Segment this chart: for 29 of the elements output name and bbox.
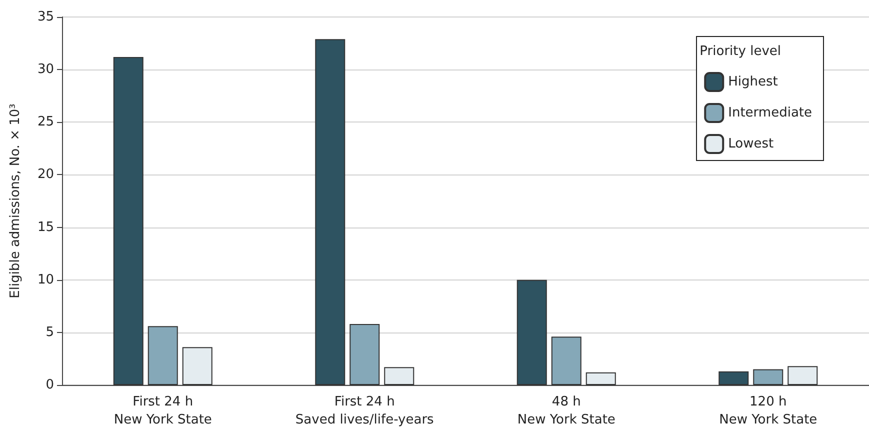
legend-title: Priority level <box>700 44 782 59</box>
y-tick-label: 30 <box>37 62 54 78</box>
bar <box>384 367 414 385</box>
y-axis-title: Eligible admissions, No. × 10³ <box>8 104 23 298</box>
legend-label: Highest <box>728 74 778 90</box>
y-tick-label: 5 <box>46 324 54 340</box>
bar <box>788 366 818 385</box>
bar <box>718 371 749 385</box>
bar <box>315 39 346 385</box>
y-tick-label: 25 <box>37 114 54 130</box>
bar <box>516 280 547 385</box>
bar <box>148 326 178 385</box>
bar <box>753 369 784 385</box>
x-tick-label: 120 h New York State <box>719 394 818 428</box>
bar <box>182 347 212 385</box>
y-tick-label: 15 <box>37 220 54 235</box>
y-tick-label: 0 <box>46 378 54 392</box>
bar <box>586 372 616 385</box>
x-tick-label: 48 h New York State <box>517 394 616 428</box>
legend-label: Lowest <box>728 136 774 152</box>
y-tick-label: 20 <box>37 167 54 182</box>
bar <box>551 336 582 385</box>
bar <box>350 324 380 385</box>
x-tick-label: First 24 h Saved lives/life-years <box>295 394 434 428</box>
legend-label: Intermediate <box>728 106 812 120</box>
x-tick-label: First 24 h New York State <box>114 394 212 428</box>
y-tick-label: 10 <box>37 272 54 288</box>
bar <box>113 56 144 385</box>
y-tick-label: 35 <box>37 10 54 24</box>
